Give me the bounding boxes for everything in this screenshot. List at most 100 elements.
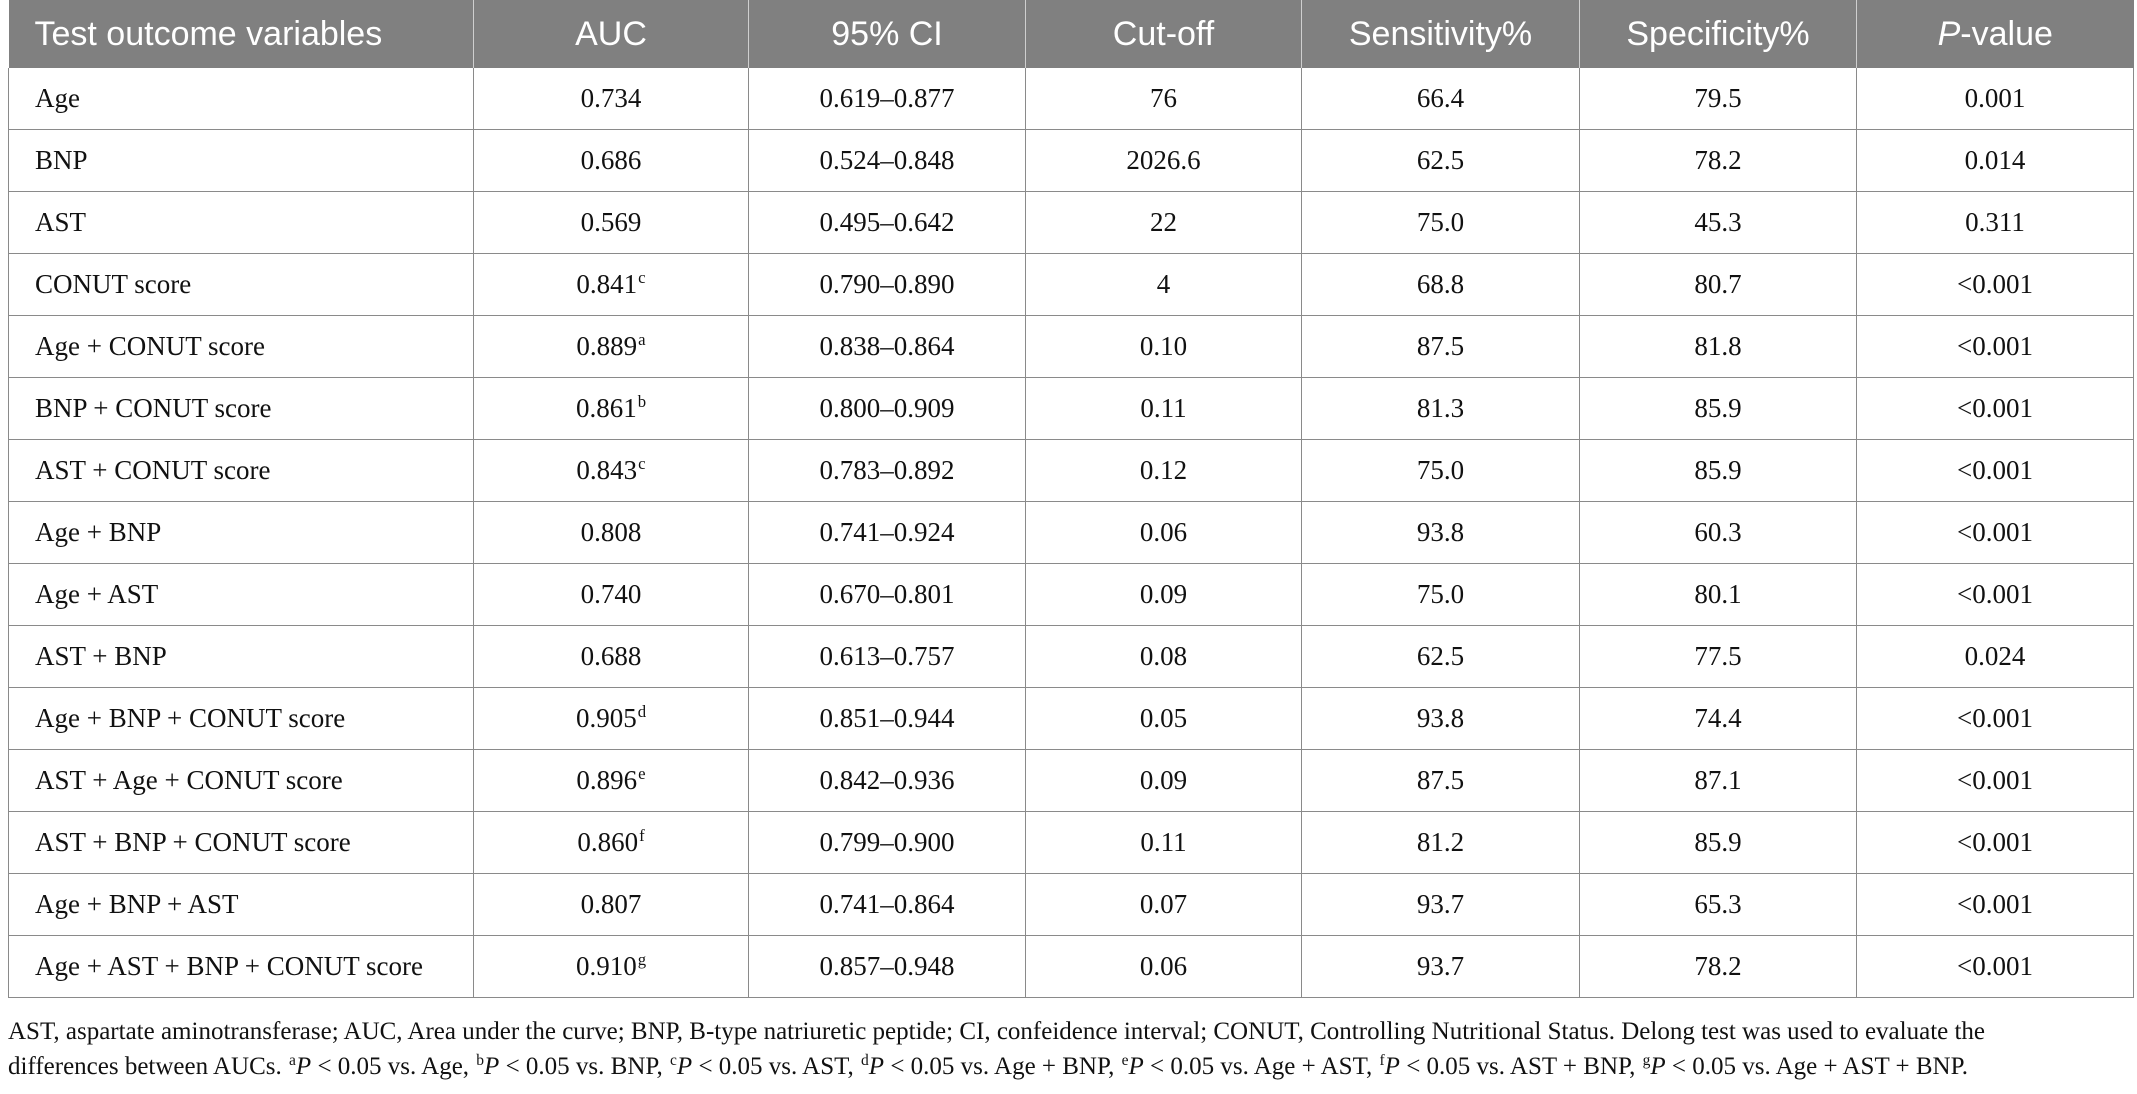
- cell-pvalue-text: <0.001: [1957, 951, 2033, 981]
- cell-sensitivity-text: 81.2: [1416, 827, 1465, 857]
- cell-ci-text: 0.670–0.801: [819, 579, 955, 609]
- cell-ci-text: 0.800–0.909: [819, 393, 955, 423]
- cell-sensitivity: 81.3: [1301, 377, 1580, 440]
- cell-specificity: 78.2: [1579, 129, 1857, 192]
- cell-cutoff: 76: [1025, 68, 1302, 130]
- cell-sensitivity-text: 93.8: [1416, 703, 1465, 733]
- cell-pvalue: 0.001: [1856, 68, 2134, 130]
- cell-cutoff: 0.09: [1025, 563, 1302, 626]
- cell-auc-text: 0.740: [580, 579, 642, 609]
- table-row: AST 0.569 0.495–0.642 22 75.0 45.3 0.311: [8, 191, 2134, 254]
- footnote-p-letter: P: [868, 1053, 885, 1080]
- cell-specificity-text: 80.1: [1694, 579, 1742, 609]
- cell-ci: 0.524–0.848: [748, 129, 1026, 192]
- cell-pvalue-text: <0.001: [1957, 269, 2033, 299]
- table-row: Age + CONUT score 0.889a 0.838–0.864 0.10 87…: [8, 315, 2134, 378]
- cell-ci-text: 0.783–0.892: [819, 455, 955, 485]
- cell-variable-text: Age + BNP + CONUT score: [35, 703, 346, 733]
- cell-cutoff-text: 22: [1150, 207, 1177, 237]
- cell-cutoff: 0.11: [1025, 811, 1302, 874]
- cell-auc: 0.861b: [473, 377, 749, 440]
- cell-variable: BNP: [8, 129, 474, 192]
- cell-variable-text: Age + BNP + AST: [35, 889, 239, 919]
- cell-cutoff-text: 0.06: [1139, 951, 1188, 981]
- cell-cutoff: 4: [1025, 253, 1302, 316]
- cell-variable-text: Age + BNP: [35, 517, 162, 547]
- cell-auc: 0.807: [473, 873, 749, 936]
- cell-variable: Age + BNP + CONUT score: [8, 687, 474, 750]
- cell-cutoff: 2026.6: [1025, 129, 1302, 192]
- cell-cutoff-text: 4: [1156, 269, 1171, 299]
- cell-sensitivity: 62.5: [1301, 625, 1580, 688]
- footnote-comparison: < 0.05 vs. Age + AST + BNP.: [1665, 1053, 1968, 1080]
- cell-auc: 0.841c: [473, 253, 749, 316]
- cell-cutoff-text: 0.07: [1139, 889, 1188, 919]
- auc-superscript: c: [638, 268, 646, 287]
- cell-auc-text: 0.910: [575, 951, 637, 981]
- cell-pvalue-text: <0.001: [1957, 393, 2033, 423]
- cell-ci-text: 0.524–0.848: [819, 145, 955, 175]
- cell-auc: 0.808: [473, 501, 749, 564]
- cell-auc: 0.910g: [473, 935, 749, 998]
- cell-variable-text: Age: [35, 83, 80, 113]
- footnote-superscript: a: [289, 1051, 296, 1069]
- cell-ci: 0.495–0.642: [748, 191, 1026, 254]
- cell-sensitivity: 93.8: [1301, 687, 1580, 750]
- cell-sensitivity: 81.2: [1301, 811, 1580, 874]
- cell-ci: 0.670–0.801: [748, 563, 1026, 626]
- cell-sensitivity-text: 75.0: [1416, 455, 1465, 485]
- cell-auc-text: 0.843: [576, 455, 638, 485]
- cell-sensitivity: 93.7: [1301, 935, 1580, 998]
- cell-cutoff-text: 0.12: [1139, 455, 1188, 485]
- cell-sensitivity: 68.8: [1301, 253, 1580, 316]
- cell-specificity: 74.4: [1579, 687, 1857, 750]
- cell-variable-text: AST + Age + CONUT score: [35, 765, 343, 795]
- cell-ci-text: 0.619–0.877: [819, 83, 955, 113]
- cell-cutoff-text: 0.11: [1140, 827, 1187, 857]
- table-row: Age 0.734 0.619–0.877 76 66.4 79.5 0.001: [8, 68, 2134, 130]
- footnote-line-2: differences between AUCs. aP < 0.05 vs. …: [8, 1049, 2133, 1084]
- cell-cutoff: 0.12: [1025, 439, 1302, 502]
- auc-superscript: f: [639, 826, 645, 845]
- cell-variable-text: Age + AST: [35, 579, 159, 609]
- cell-specificity-text: 78.2: [1694, 145, 1742, 175]
- cell-variable-text: AST + CONUT score: [35, 455, 271, 485]
- cell-sensitivity-text: 93.7: [1416, 951, 1465, 981]
- cell-auc-text: 0.905: [575, 703, 637, 733]
- cell-cutoff-text: 0.10: [1139, 331, 1188, 361]
- cell-pvalue: <0.001: [1856, 253, 2134, 316]
- footnote-p-letter: P: [295, 1053, 312, 1080]
- table-row: BNP 0.686 0.524–0.848 2026.6 62.5 78.2 0.014: [8, 129, 2134, 192]
- cell-pvalue: <0.001: [1856, 935, 2134, 998]
- cell-pvalue-text: <0.001: [1957, 331, 2033, 361]
- cell-auc: 0.905d: [473, 687, 749, 750]
- header-row: Test outcome variables AUC 95% CI Cut-of…: [8, 0, 2134, 68]
- cell-sensitivity-text: 81.3: [1416, 393, 1465, 423]
- footnote-p-letter: P: [1650, 1053, 1666, 1080]
- footnote-p-letter: P: [1128, 1053, 1144, 1080]
- cell-specificity: 80.7: [1579, 253, 1857, 316]
- cell-pvalue: 0.014: [1856, 129, 2134, 192]
- cell-cutoff-text: 0.08: [1139, 641, 1188, 671]
- cell-specificity: 65.3: [1579, 873, 1857, 936]
- cell-auc-text: 0.734: [580, 83, 642, 113]
- cell-specificity-text: 78.2: [1694, 951, 1742, 981]
- cell-pvalue: <0.001: [1856, 563, 2134, 626]
- cell-ci-text: 0.495–0.642: [819, 207, 955, 237]
- auc-superscript: b: [637, 392, 647, 411]
- cell-pvalue-text: <0.001: [1957, 455, 2033, 485]
- cell-ci: 0.800–0.909: [748, 377, 1026, 440]
- cell-pvalue: <0.001: [1856, 873, 2134, 936]
- cell-variable: Age + AST: [8, 563, 474, 626]
- cell-specificity-text: 77.5: [1694, 641, 1742, 671]
- cell-variable-text: Age + CONUT score: [35, 331, 265, 361]
- cell-auc-text: 0.807: [580, 889, 642, 919]
- cell-ci-text: 0.799–0.900: [819, 827, 955, 857]
- cell-specificity-text: 45.3: [1694, 207, 1742, 237]
- cell-pvalue: <0.001: [1856, 811, 2134, 874]
- cell-ci-text: 0.613–0.757: [819, 641, 955, 671]
- cell-ci-text: 0.842–0.936: [819, 765, 955, 795]
- table-row: CONUT score 0.841c 0.790–0.890 4 68.8 80.7 <0.…: [8, 253, 2134, 316]
- header-specificity: Specificity%: [1579, 0, 1857, 68]
- cell-cutoff: 0.11: [1025, 377, 1302, 440]
